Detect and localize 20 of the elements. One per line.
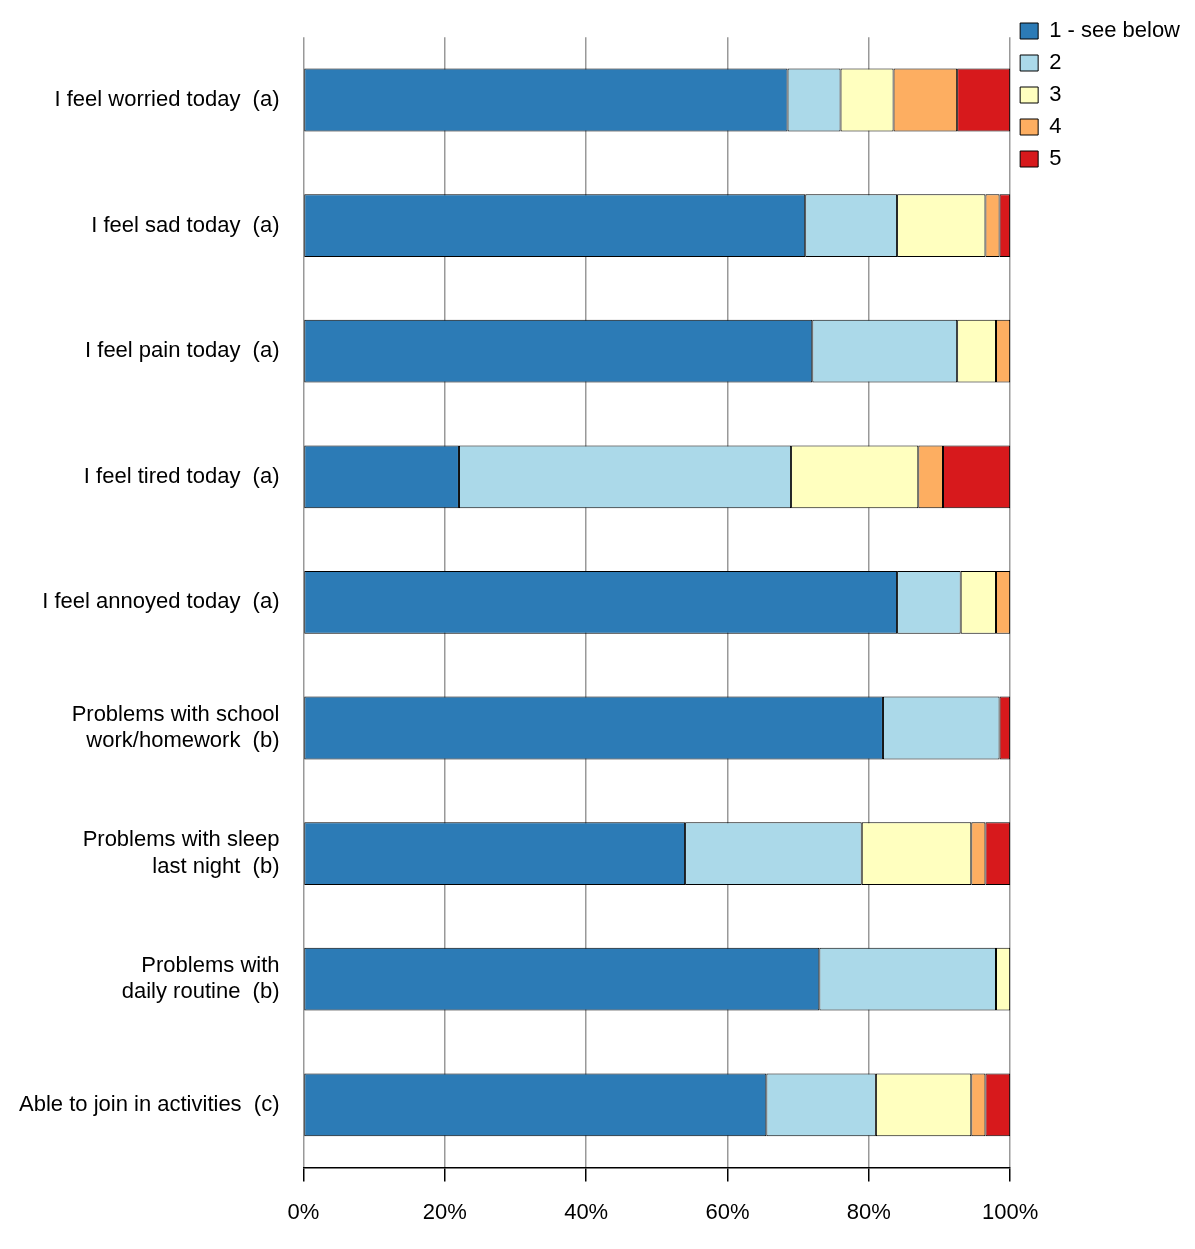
x-tick-label: 100% bbox=[982, 1198, 1039, 1224]
legend-label: 4 bbox=[1049, 113, 1062, 139]
y-tick-label: I feel pain today (a) bbox=[85, 337, 280, 363]
x-tick-label: 40% bbox=[564, 1198, 609, 1224]
y-tick-label: Problems with school work/homework (b) bbox=[71, 700, 280, 753]
y-tick-label: Problems with daily routine (b) bbox=[121, 952, 280, 1004]
x-tick-label: 20% bbox=[422, 1198, 467, 1224]
y-tick-label: Able to join in activities (c) bbox=[19, 1090, 280, 1116]
y-tick-label: I feel sad today (a) bbox=[91, 211, 280, 237]
y-tick-label: I feel tired today (a) bbox=[83, 462, 280, 488]
x-tick-label: 0% bbox=[287, 1198, 320, 1224]
legend-label: 1 - see below bbox=[1049, 17, 1181, 43]
y-tick-label: I feel annoyed today (a) bbox=[42, 588, 280, 614]
x-tick-label: 60% bbox=[705, 1198, 750, 1224]
legend-label: 5 bbox=[1049, 145, 1062, 171]
legend-label: 3 bbox=[1049, 81, 1062, 107]
x-tick-label: 80% bbox=[846, 1198, 891, 1224]
legend-label: 2 bbox=[1049, 49, 1062, 75]
y-tick-label: I feel worried today (a) bbox=[54, 86, 280, 112]
y-tick-label: Problems with sleep last night (b) bbox=[82, 826, 280, 878]
